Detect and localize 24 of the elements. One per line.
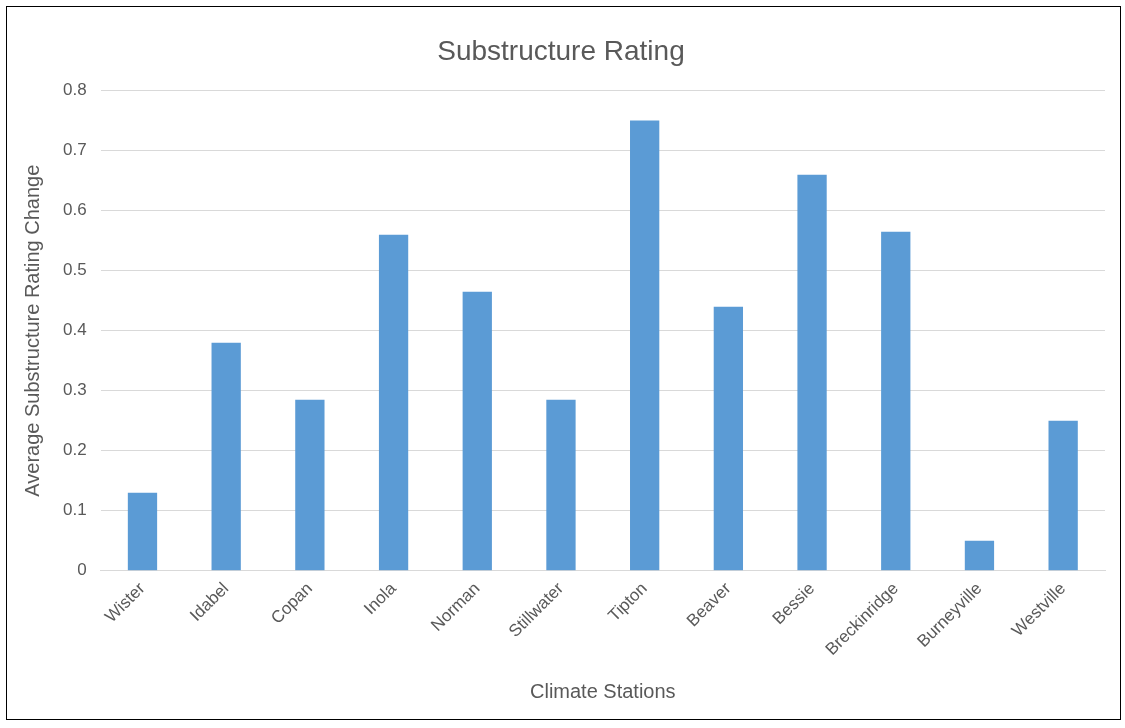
- bar: [881, 231, 911, 571]
- y-tick-label: 0.5: [62, 260, 87, 280]
- bar: [295, 399, 325, 571]
- y-axis-title: Average Substructure Rating Change: [20, 164, 43, 497]
- x-axis-title: Climate Stations: [530, 679, 676, 702]
- chart-title: Substructure Rating: [437, 34, 685, 66]
- y-tick-label: 0.4: [62, 320, 87, 340]
- bar: [546, 399, 576, 571]
- bar: [797, 174, 827, 571]
- y-tick-label: 0.1: [62, 500, 87, 520]
- y-tick-label: 0.8: [62, 80, 87, 100]
- bar: [462, 291, 492, 571]
- bar: [211, 342, 241, 571]
- y-tick-label: 0.7: [62, 140, 87, 160]
- bar: [378, 234, 409, 571]
- bar: [1048, 420, 1078, 571]
- bar: [630, 120, 660, 571]
- y-tick-label: 0.2: [62, 440, 87, 460]
- y-tick-label: 0.3: [62, 380, 87, 400]
- bar: [127, 492, 158, 571]
- bar: [713, 306, 744, 571]
- y-tick-label: 0: [77, 560, 87, 580]
- bar: [964, 540, 995, 571]
- y-tick-label: 0.6: [62, 200, 87, 220]
